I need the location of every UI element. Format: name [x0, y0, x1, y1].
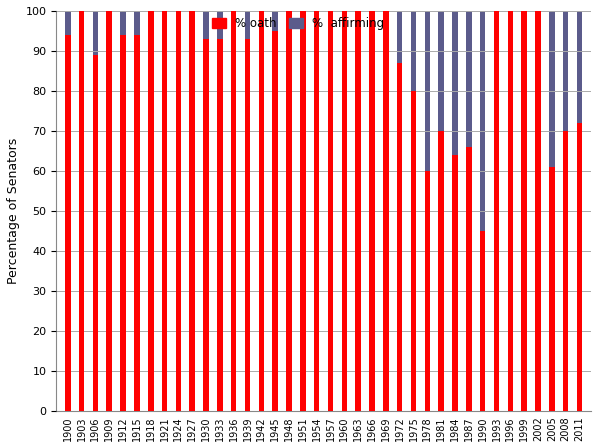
Bar	[258, 11, 264, 411]
Bar	[521, 11, 527, 411]
Bar	[576, 11, 582, 411]
Bar	[106, 11, 112, 411]
Bar	[120, 11, 126, 411]
Bar	[190, 11, 195, 411]
Bar	[217, 39, 222, 411]
Bar	[162, 11, 167, 411]
Bar	[521, 11, 527, 411]
Bar	[411, 11, 416, 411]
Bar	[93, 11, 98, 411]
Bar	[370, 11, 375, 411]
Bar	[245, 11, 251, 411]
Bar	[508, 11, 513, 411]
Bar	[438, 11, 444, 411]
Bar	[286, 11, 292, 411]
Bar	[576, 123, 582, 411]
Bar	[134, 35, 140, 411]
Bar	[425, 171, 430, 411]
Bar	[203, 11, 209, 411]
Bar	[480, 11, 486, 411]
Bar	[397, 63, 402, 411]
Bar	[549, 167, 554, 411]
Bar	[563, 11, 569, 411]
Bar	[341, 11, 347, 411]
Bar	[425, 11, 430, 411]
Bar	[273, 31, 278, 411]
Bar	[438, 131, 444, 411]
Bar	[370, 11, 375, 411]
Bar	[328, 11, 333, 411]
Legend: % oath, %  affirming: % oath, % affirming	[212, 17, 385, 30]
Bar	[134, 11, 140, 411]
Bar	[245, 39, 251, 411]
Bar	[79, 11, 84, 411]
Bar	[494, 11, 499, 411]
Bar	[355, 11, 361, 411]
Bar	[383, 11, 389, 411]
Bar	[355, 11, 361, 411]
Bar	[231, 11, 236, 411]
Bar	[508, 11, 513, 411]
Bar	[176, 11, 181, 411]
Bar	[148, 11, 154, 411]
Bar	[258, 11, 264, 411]
Bar	[231, 11, 236, 411]
Bar	[148, 11, 154, 411]
Bar	[176, 11, 181, 411]
Bar	[65, 35, 71, 411]
Bar	[65, 11, 71, 411]
Bar	[480, 231, 486, 411]
Bar	[273, 11, 278, 411]
Bar	[328, 11, 333, 411]
Bar	[106, 11, 112, 411]
Y-axis label: Percentage of Senators: Percentage of Senators	[7, 138, 20, 284]
Bar	[93, 55, 98, 411]
Bar	[411, 91, 416, 411]
Bar	[314, 11, 319, 411]
Bar	[494, 11, 499, 411]
Bar	[79, 11, 84, 411]
Bar	[120, 35, 126, 411]
Bar	[535, 11, 541, 411]
Bar	[203, 39, 209, 411]
Bar	[466, 11, 472, 411]
Bar	[397, 11, 402, 411]
Bar	[190, 11, 195, 411]
Bar	[286, 11, 292, 411]
Bar	[300, 11, 306, 411]
Bar	[452, 11, 458, 411]
Bar	[162, 11, 167, 411]
Bar	[314, 11, 319, 411]
Bar	[300, 11, 306, 411]
Bar	[217, 11, 222, 411]
Bar	[563, 131, 569, 411]
Bar	[341, 11, 347, 411]
Bar	[549, 11, 554, 411]
Bar	[452, 155, 458, 411]
Bar	[466, 147, 472, 411]
Bar	[535, 11, 541, 411]
Bar	[383, 11, 389, 411]
